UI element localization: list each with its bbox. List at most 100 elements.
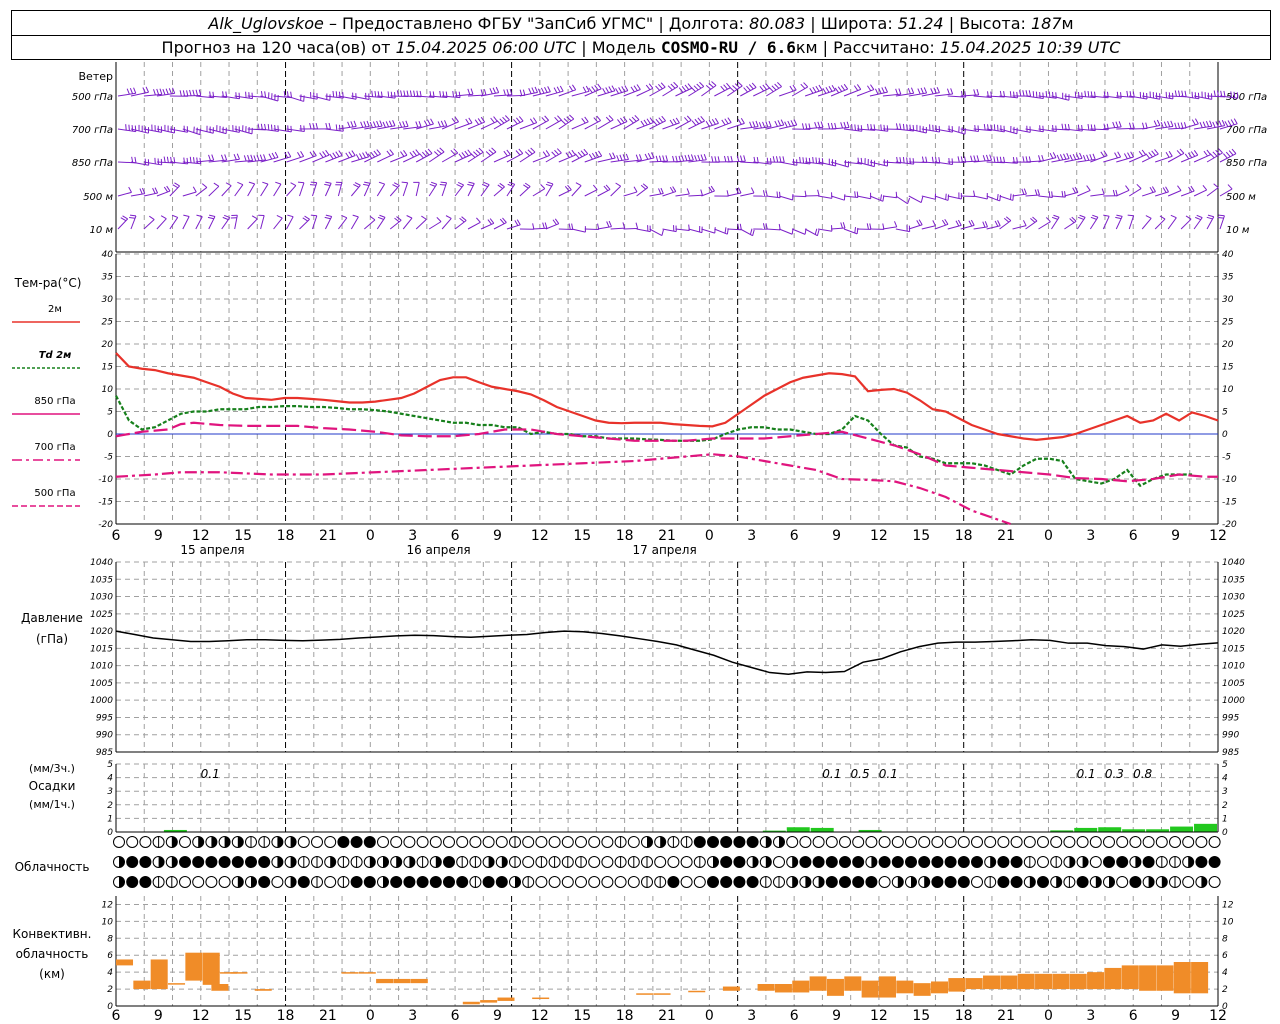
wind-barb-feather (592, 184, 598, 190)
cloud-symbol (812, 856, 825, 868)
hour-tick-label: 6 (1129, 1008, 1138, 1024)
wind-barb-feather (1055, 125, 1057, 132)
wind-barb-feather (1069, 154, 1073, 161)
wind-barb-feather (625, 153, 629, 160)
wind-barb-feather (700, 116, 705, 122)
wind-barb-feather (534, 86, 538, 93)
wind-barb-feather (699, 81, 705, 87)
series-pressure (115, 630, 1219, 676)
cloud-symbol (1103, 836, 1115, 848)
tick-label-left: -10 (98, 475, 113, 485)
hour-tick-label: 6 (790, 1008, 799, 1024)
wind-barb (740, 87, 757, 97)
wind-barb-feather (851, 123, 853, 131)
hour-tick-label: 15 (573, 528, 591, 544)
wind-barb-feather (675, 155, 678, 162)
wind-barb-feather (594, 151, 600, 158)
cloud-symbol (1063, 836, 1076, 848)
wind-barb-feather (338, 91, 341, 98)
wind-barb-feather (814, 122, 818, 129)
wind-barb-feather (487, 219, 492, 225)
wind-barb-feather (658, 188, 662, 195)
wind-barb-feather (528, 88, 532, 94)
wind-barb-feather (268, 153, 273, 160)
wind-barb-feather (765, 223, 768, 230)
convective-bar (1104, 967, 1122, 990)
wind-barb (636, 87, 654, 97)
wind-barb-feather (1231, 148, 1237, 154)
cloud-symbol (522, 836, 535, 848)
wind-barb (675, 87, 692, 97)
wind-barb-feather (451, 117, 457, 124)
precip-label-3h: (мм/3ч.) (29, 762, 75, 775)
cloud-symbol (363, 836, 376, 848)
wind-barb (1064, 157, 1083, 163)
tick-label-right: 2 (1222, 801, 1228, 811)
series-700hpa (115, 453, 1011, 526)
wind-barb-feather (1180, 122, 1184, 129)
wind-barb-feather (784, 121, 788, 128)
wind-barb (351, 156, 369, 163)
wind-barb (350, 184, 361, 197)
wind-barb (1154, 218, 1166, 230)
hour-tick-label: 15 (234, 1008, 252, 1024)
wind-barb-feather (1087, 124, 1090, 131)
wind-barb (1206, 216, 1215, 230)
cloud-symbol-half (752, 856, 759, 868)
wind-barb-feather (1115, 189, 1118, 196)
wind-barb-feather (208, 154, 211, 161)
cloud-symbol (443, 856, 455, 868)
wind-barb (597, 157, 616, 163)
wind-barb-feather (1223, 90, 1226, 97)
wind-barb-feather (409, 152, 415, 158)
wind-barb-feather (366, 120, 370, 127)
wind-barb-feather (338, 124, 341, 131)
wind-barb-feather (726, 190, 729, 197)
wind-barb-feather (413, 90, 416, 97)
wind-barb (1141, 217, 1152, 230)
wind-barb-feather (960, 156, 963, 163)
calc-time: 15.04.2025 10:39 UTC (939, 37, 1121, 57)
wind-barb (286, 155, 304, 163)
wind-barb-feather (1177, 122, 1181, 129)
cloud-symbol (575, 836, 587, 848)
wind-barb-feather (338, 150, 343, 156)
tick-label-right: 1035 (1222, 575, 1245, 585)
wind-barb-feather (631, 116, 637, 122)
wind-barb-feather (519, 89, 523, 96)
wind-barb (999, 195, 1014, 201)
wind-barb-feather (708, 120, 713, 126)
cloud-symbol (931, 876, 944, 888)
wind-barb-feather (834, 122, 837, 129)
wind-barb-feather (522, 89, 526, 96)
hour-tick-label: 12 (192, 1008, 210, 1024)
hour-tick-label: 9 (154, 528, 163, 544)
wind-barb-feather (1230, 91, 1232, 98)
convective-bar (133, 980, 151, 990)
cloud-symbol (746, 836, 759, 848)
latitude-value: 51.24 (897, 13, 944, 33)
wind-barb-feather (618, 87, 623, 93)
wind-barb-feather (492, 87, 496, 94)
wind-barb-feather (831, 85, 836, 91)
wind-barb (908, 92, 927, 97)
wind-barb-feather (415, 149, 420, 155)
wind-barb-feather (483, 89, 487, 96)
wind-barb (428, 183, 438, 197)
wind-barb (882, 195, 897, 199)
wind-barb (610, 90, 628, 97)
wind-barb (311, 215, 318, 230)
wind-barb-feather (412, 150, 417, 156)
wind-barb-feather (1207, 214, 1214, 218)
wind-barb (947, 195, 962, 200)
wind-barb-feather (554, 218, 560, 224)
hour-tick-label: 9 (493, 528, 502, 544)
wind-barb-feather (1205, 120, 1210, 127)
wind-barb (493, 154, 511, 163)
wind-barb (947, 128, 966, 135)
wind-barb (856, 161, 875, 168)
wind-barb-feather (250, 154, 254, 161)
hour-tick-label: 6 (1129, 528, 1138, 544)
wind-level-label: 500 гПа (72, 92, 113, 103)
convective-bar (480, 1000, 498, 1003)
